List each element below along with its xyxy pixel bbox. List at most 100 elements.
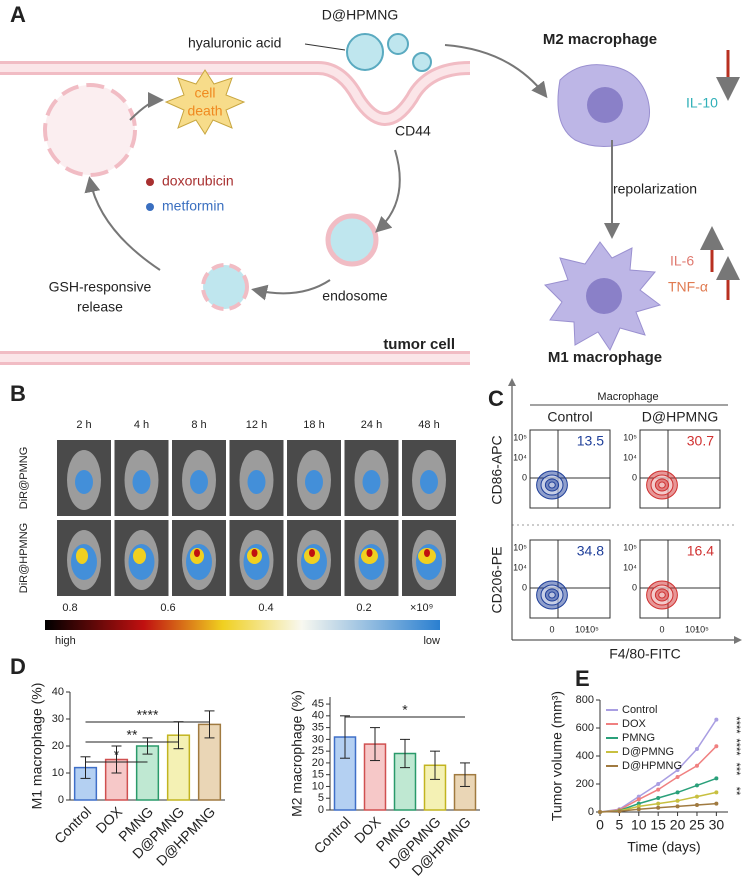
- y-tick-label: 0: [58, 794, 64, 806]
- time-label: 48 h: [418, 419, 439, 431]
- legend-label: D@PMNG: [622, 746, 674, 758]
- x-tick-label: 5: [615, 817, 623, 833]
- endosome-label: endosome: [322, 288, 388, 304]
- point: [675, 798, 680, 803]
- time-label: 4 h: [134, 419, 149, 431]
- colorbar-unit: ×10⁹: [410, 602, 433, 614]
- time-label: 8 h: [191, 419, 206, 431]
- release-label: GSH-responsive: [49, 279, 152, 295]
- y-tick-label: 10: [52, 767, 64, 779]
- nanoparticle: [412, 52, 432, 72]
- point: [656, 787, 661, 792]
- point: [656, 796, 661, 800]
- column-label: D@HPMNG: [642, 409, 718, 425]
- significance-label: ****: [137, 707, 159, 723]
- x-tick-label: 10: [631, 817, 647, 833]
- flow-plot: [529, 429, 611, 509]
- met-icon: [146, 203, 154, 211]
- row-label: CD206-PE: [489, 547, 505, 614]
- nanoparticle: [346, 33, 384, 71]
- significance-label: *: [114, 747, 120, 763]
- percentage: 13.5: [577, 433, 604, 449]
- il10-label: IL-10: [686, 95, 718, 111]
- point: [656, 805, 661, 810]
- colorbar-tick: 0.2: [356, 602, 371, 614]
- colorbar-tick: 0.6: [160, 602, 175, 614]
- arrow: [444, 44, 548, 99]
- significance-label: *: [402, 702, 408, 718]
- cell-death-label: death: [187, 103, 222, 119]
- nanoparticle-label: D@HPMNG: [322, 7, 398, 23]
- endosome: [201, 263, 249, 311]
- colorbar-label: high: [55, 635, 76, 647]
- signal: [247, 470, 266, 494]
- point: [675, 768, 680, 772]
- panel-label: E: [575, 666, 590, 691]
- y-tick-label: 0: [632, 582, 637, 592]
- y-tick-label: 600: [576, 722, 594, 734]
- panel-label: D: [10, 654, 26, 679]
- panel-title: Macrophage: [597, 391, 658, 403]
- percentage: 16.4: [687, 543, 714, 559]
- release-label: release: [77, 299, 123, 315]
- y-tick-label: 45: [312, 698, 324, 710]
- membrane-inner: [0, 64, 471, 123]
- axis-title: F4/80-FITC: [609, 646, 681, 662]
- contour: [548, 591, 556, 599]
- signal-mid: [76, 548, 88, 564]
- y-tick-label: 30: [52, 713, 64, 725]
- point: [714, 717, 719, 722]
- time-label: 24 h: [361, 419, 382, 431]
- y-tick-label: 15: [312, 769, 324, 781]
- panel-label: C: [488, 386, 504, 411]
- il6-label: IL-6: [670, 253, 694, 269]
- contour: [548, 481, 556, 489]
- colorbar: [45, 620, 440, 630]
- y-tick-label: 200: [576, 778, 594, 790]
- signal-hot: [366, 549, 373, 557]
- point: [675, 790, 680, 795]
- flow-plot: [639, 539, 721, 619]
- y-tick-label: 30: [312, 733, 324, 745]
- signal-hot: [194, 549, 200, 557]
- arrow: [251, 279, 331, 301]
- panel-label: B: [10, 381, 26, 406]
- y-tick-label: 0: [522, 472, 527, 482]
- contour: [658, 481, 666, 489]
- y-tick-label: 35: [312, 722, 324, 734]
- x-tick-label: 15: [650, 817, 666, 833]
- y-tick-label: 0: [632, 472, 637, 482]
- y-tick-label: 25: [312, 745, 324, 757]
- signal: [362, 470, 381, 494]
- colorbar-tick: 0.8: [62, 602, 77, 614]
- contour: [658, 591, 666, 599]
- signal-hot: [309, 549, 315, 557]
- hyaluronic-acid-label: hyaluronic acid: [188, 35, 281, 51]
- point: [714, 776, 719, 781]
- y-tick-label: 10⁴: [623, 562, 637, 572]
- time-label: 2 h: [76, 419, 91, 431]
- lysosome: [43, 83, 137, 177]
- row-label: DiR@HPMNG: [18, 523, 30, 593]
- point: [656, 801, 661, 806]
- x-tick-label: 30: [709, 817, 725, 833]
- legend-label: PMNG: [622, 732, 655, 744]
- signal: [190, 470, 208, 494]
- y-axis-title: M2 macrophage (%): [289, 690, 305, 817]
- cell-death-star: [164, 69, 246, 135]
- point: [675, 804, 680, 809]
- row-label: DiR@PMNG: [18, 447, 30, 510]
- point: [714, 801, 719, 806]
- y-tick-label: 10⁵: [513, 542, 527, 552]
- pointer: [304, 43, 346, 51]
- x-tick-label: 10⁵: [695, 624, 709, 634]
- nanoparticle: [387, 33, 409, 55]
- endosome: [325, 213, 379, 267]
- y-axis-title: Tumor volume (mm³): [549, 691, 565, 821]
- y-tick-label: 5: [318, 792, 324, 804]
- signal: [132, 470, 151, 494]
- point: [617, 809, 622, 814]
- significance-label: **: [127, 727, 138, 743]
- point: [714, 790, 719, 795]
- x-tick-label: 25: [689, 817, 705, 833]
